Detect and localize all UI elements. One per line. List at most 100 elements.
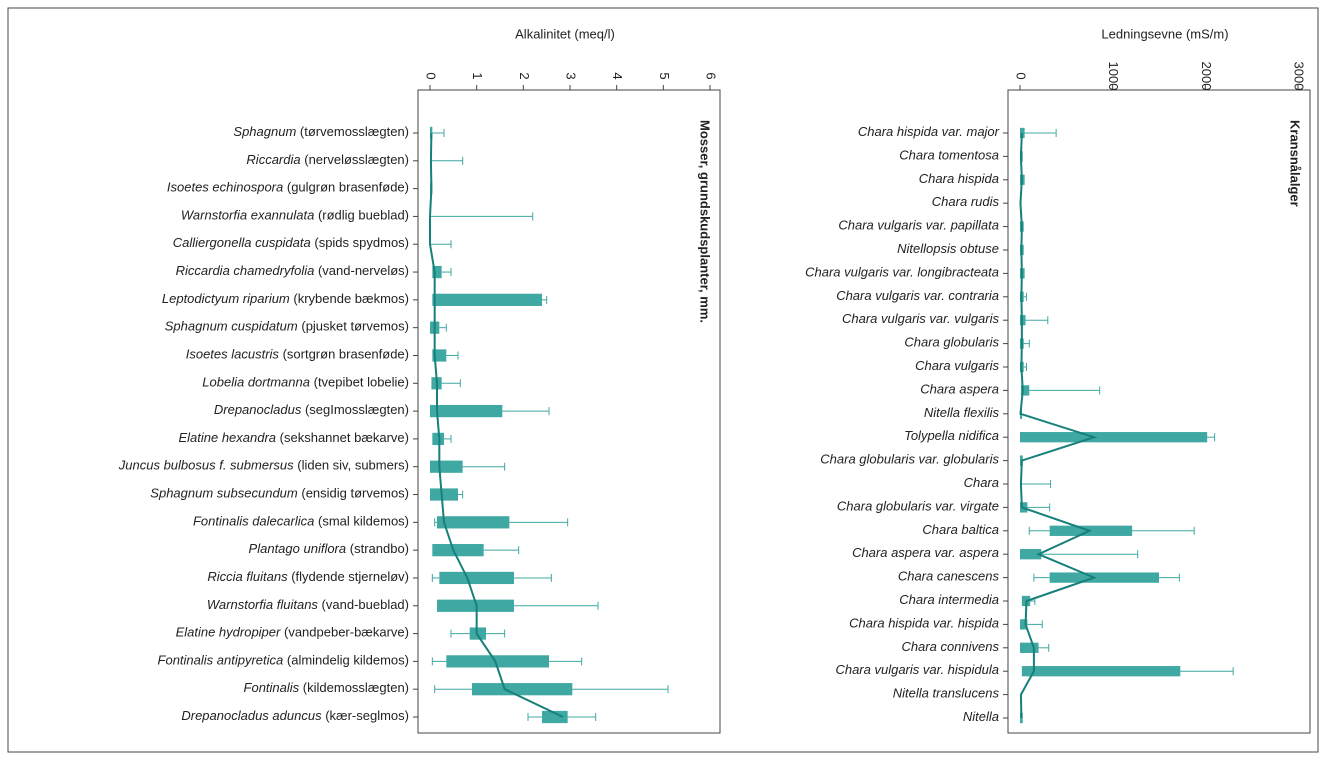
y-tick-label: Chara vulgaris var. longibracteata (805, 265, 999, 280)
box (1020, 432, 1208, 443)
category-name: Chara aspera (920, 382, 999, 397)
box (1020, 619, 1028, 630)
box (432, 293, 542, 306)
box (1049, 572, 1159, 583)
y-tick-label: Tolypella nidifica (904, 429, 999, 444)
x-tick-label: 3000 (1292, 62, 1307, 91)
box (430, 404, 503, 418)
y-tick-label: Nitella (963, 709, 999, 724)
y-tick-label: Chara globularis var. virgate (837, 499, 999, 514)
y-tick-label: Chara rudis (932, 195, 1000, 210)
category-name: Sphagnum cuspidatum (165, 319, 298, 334)
box (439, 571, 514, 585)
x-tick-label: 0 (424, 72, 439, 79)
y-tick-label: Sphagnum cuspidatum (pjusket tørvemos) (165, 319, 409, 334)
category-name: Calliergonella cuspidata (173, 236, 311, 251)
x-tick-label: 1000 (1106, 62, 1121, 91)
y-tick-label: Drepanocladus (segImosslægten) (214, 403, 409, 418)
category-name: Fontinalis (244, 681, 300, 696)
y-tick-label: Riccardia (nerveløsslægten) (246, 152, 409, 167)
y-tick-label: Leptodictyum riparium (krybende bækmos) (162, 291, 409, 306)
box (446, 655, 549, 668)
category-name: Chara globularis var. globularis (820, 452, 999, 467)
box (1020, 549, 1042, 560)
category-name: Nitella flexilis (924, 405, 1000, 420)
category-name: Chara tomentosa (899, 148, 999, 163)
category-name: Chara vulgaris var. hispidula (835, 663, 999, 678)
box (437, 516, 510, 529)
outer-border (7, 7, 1319, 753)
category-name: Chara aspera var. aspera (852, 546, 999, 561)
box (1021, 666, 1181, 677)
category-name: Chara connivens (901, 639, 999, 654)
category-name: Chara hispida var. hispida (849, 616, 999, 631)
category-note: (vand-bueblad) (322, 597, 409, 612)
category-name: Chara canescens (898, 569, 1000, 584)
category-note: (kildemosslægten) (303, 681, 409, 696)
y-tick-label: Elatine hydropiper (vandpeber-bækarve) (176, 625, 409, 640)
x-tick-label: 2000 (1199, 62, 1214, 91)
box (432, 544, 484, 557)
box (432, 265, 442, 279)
category-name: Elatine hydropiper (176, 625, 281, 640)
x-tick-label: 5 (657, 72, 672, 79)
category-name: Chara intermedia (899, 592, 999, 607)
category-name: Riccardia chamedryfolia (176, 263, 315, 278)
y-tick-label: Nitellopsis obtuse (897, 241, 999, 256)
box (430, 488, 458, 501)
category-note: (sekshannet bækarve) (280, 430, 409, 445)
y-tick-label: Riccardia chamedryfolia (vand-nerveløs) (176, 263, 409, 278)
category-name: Chara vulgaris (915, 358, 999, 373)
category-name: Warnstorfia fluitans (207, 597, 319, 612)
y-tick-label: Lobelia dortmanna (tvepibet lobelie) (202, 375, 409, 390)
category-name: Tolypella nidifica (904, 429, 999, 444)
y-tick-label: Chara aspera (920, 382, 999, 397)
y-tick-label: Riccia fluitans (flydende stjerneløv) (207, 569, 409, 584)
y-tick-label: Chara vulgaris var. papillata (838, 218, 999, 233)
category-name: Chara globularis var. virgate (837, 499, 999, 514)
category-name: Warnstorfia exannulata (181, 208, 314, 223)
category-name: Nitellopsis obtuse (897, 241, 999, 256)
category-note: (tvepibet lobelie) (314, 375, 409, 390)
category-name: Chara (964, 475, 999, 490)
category-name: Chara hispida var. major (858, 124, 1000, 139)
category-name: Plantago uniflora (249, 542, 347, 557)
y-tick-label: Chara intermedia (899, 592, 999, 607)
y-tick-label: Chara vulgaris var. hispidula (835, 663, 999, 678)
y-tick-label: Sphagnum subsecundum (ensidig tørvemos) (150, 486, 409, 501)
category-name: Sphagnum (233, 124, 296, 139)
y-tick-label: Fontinalis dalecarlica (smal kildemos) (193, 514, 409, 529)
category-name: Leptodictyum riparium (162, 291, 290, 306)
y-tick-label: Chara globularis (904, 335, 999, 350)
category-name: Lobelia dortmanna (202, 375, 310, 390)
y-tick-label: Warnstorfia exannulata (rødlig bueblad) (181, 208, 409, 223)
y-tick-label: Fontinalis antipyretica (almindelig kild… (158, 653, 409, 668)
category-name: Isoetes lacustris (186, 347, 280, 362)
category-note: (rødlig bueblad) (318, 208, 409, 223)
category-name: Sphagnum subsecundum (150, 486, 298, 501)
y-tick-label: Chara vulgaris var. vulgaris (842, 312, 1000, 327)
y-tick-label: Chara tomentosa (899, 148, 999, 163)
category-note: (kær-seglmos) (325, 708, 409, 723)
category-name: Riccardia (246, 152, 300, 167)
category-name: Isoetes echinospora (167, 180, 283, 195)
y-tick-label: Chara baltica (922, 522, 999, 537)
category-note: (gulgrøn brasenføde) (287, 180, 409, 195)
category-name: Chara hispida (919, 171, 999, 186)
category-note: (vand-nerveløs) (318, 263, 409, 278)
x-tick-label: 3 (564, 72, 579, 79)
y-tick-label: Drepanocladus aduncus (kær-seglmos) (181, 708, 409, 723)
y-tick-label: Nitella flexilis (924, 405, 1000, 420)
x-tick-label: 0 (1014, 72, 1029, 79)
y-tick-label: Plantago uniflora (strandbo) (249, 542, 409, 557)
category-name: Nitella (963, 709, 999, 724)
category-name: Chara vulgaris var. contraria (836, 288, 999, 303)
category-note: (pjusket tørvemos) (301, 319, 409, 334)
y-tick-label: Nitella translucens (893, 686, 1000, 701)
category-name: Drepanocladus (214, 403, 302, 418)
category-name: Chara vulgaris var. longibracteata (805, 265, 999, 280)
category-note: (almindelig kildemos) (287, 653, 409, 668)
box (472, 683, 573, 696)
category-note: (spids spydmos) (314, 236, 409, 251)
